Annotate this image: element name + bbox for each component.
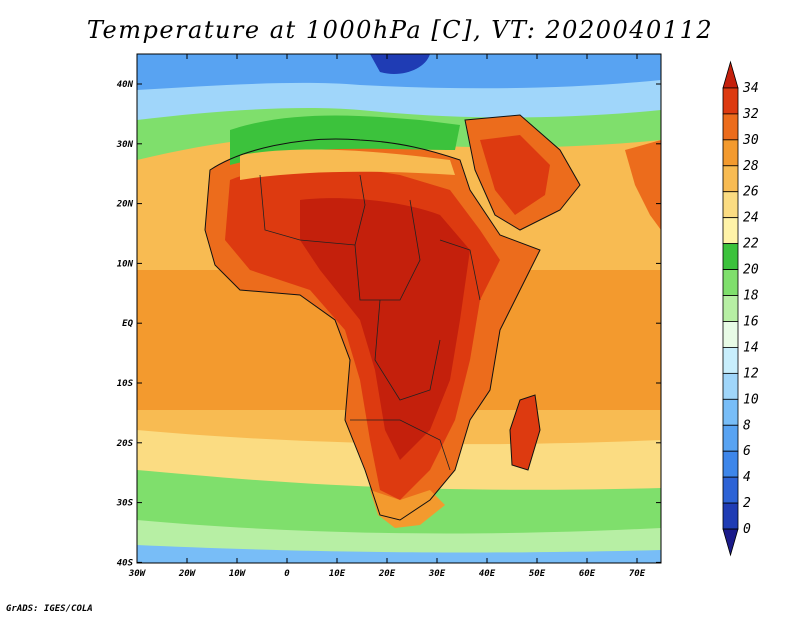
colorbar-label: 2 — [743, 496, 751, 511]
colorbar-label: 30 — [742, 133, 759, 148]
lat-label: EQ — [122, 319, 133, 329]
colorbar-swatch — [722, 476, 739, 504]
plot-title: Temperature at 1000hPa [C], VT: 20200401… — [86, 16, 714, 44]
longitude-labels: 30W 20W 10W 0 10E 20E 30E 40E 50E 60E 70E — [128, 569, 646, 579]
lat-label: 40N — [117, 80, 134, 90]
colorbar-label: 14 — [743, 340, 759, 355]
colorbar-swatch — [722, 424, 739, 452]
lon-label: 10W — [229, 569, 247, 579]
lat-label: 30S — [116, 499, 134, 509]
colorbar-label: 4 — [743, 470, 751, 485]
colorbar-swatch — [722, 450, 739, 478]
colorbar-swatch — [722, 165, 739, 193]
colorbar-label: 6 — [743, 444, 751, 459]
lat-label: 20S — [116, 439, 134, 449]
colorbar-swatch — [722, 243, 739, 270]
colorbar-swatch — [722, 113, 739, 141]
colorbar-label: 0 — [743, 522, 751, 537]
colorbar-swatch — [722, 528, 739, 557]
lon-label: 30W — [128, 569, 147, 579]
lat-label: 20N — [116, 200, 134, 210]
colorbar-swatch — [722, 372, 739, 400]
map-frame — [136, 53, 662, 564]
lon-label: 20W — [178, 569, 197, 579]
lon-label: 70E — [629, 569, 646, 579]
lat-label: 40S — [117, 558, 134, 568]
colorbar-swatch — [722, 87, 739, 115]
lon-label: 20E — [378, 569, 396, 579]
lon-label: 0 — [284, 569, 290, 579]
colorbar-label: 18 — [743, 289, 759, 304]
colorbar-label: 16 — [743, 314, 759, 329]
colorbar-label: 24 — [743, 211, 759, 226]
colorbar-swatch — [722, 321, 739, 348]
colorbar-swatch — [722, 347, 739, 374]
lon-label: 60E — [579, 569, 596, 579]
colorbar-label: 10 — [743, 392, 759, 407]
colorbar-label: 22 — [743, 237, 759, 252]
colorbar-label: 12 — [743, 366, 759, 381]
colorbar-label: 20 — [743, 263, 759, 278]
lon-label: 30E — [428, 569, 446, 579]
grads-credit: GrADS: IGES/COLA — [6, 604, 93, 614]
latitude-labels: 40N 30N 20N 10N EQ 10S 20S 30S 40S — [116, 80, 134, 568]
colorbar-swatch — [722, 502, 739, 530]
colorbar-swatch — [722, 60, 739, 89]
colorbar-label: 28 — [743, 159, 759, 174]
colorbar-swatch — [722, 191, 739, 219]
colorbar-swatch — [722, 295, 739, 322]
temperature-field — [137, 54, 661, 563]
colorbar-swatch — [722, 269, 739, 296]
axis-ticks — [136, 54, 661, 563]
colorbar — [722, 60, 739, 557]
colorbar-label: 34 — [742, 81, 759, 96]
colorbar-label: 32 — [742, 107, 759, 122]
colorbar-swatch — [722, 139, 739, 167]
lat-label: 10S — [117, 379, 134, 389]
lat-label: 10N — [117, 259, 134, 269]
lat-label: 30N — [116, 140, 134, 150]
colorbar-label: 8 — [743, 418, 751, 433]
colorbar-swatch — [722, 398, 739, 426]
colorbar-label: 26 — [743, 185, 759, 200]
lon-label: 10E — [329, 569, 346, 579]
lon-label: 50E — [529, 569, 546, 579]
colorbar-swatch — [722, 217, 739, 245]
lon-label: 40E — [479, 569, 496, 579]
